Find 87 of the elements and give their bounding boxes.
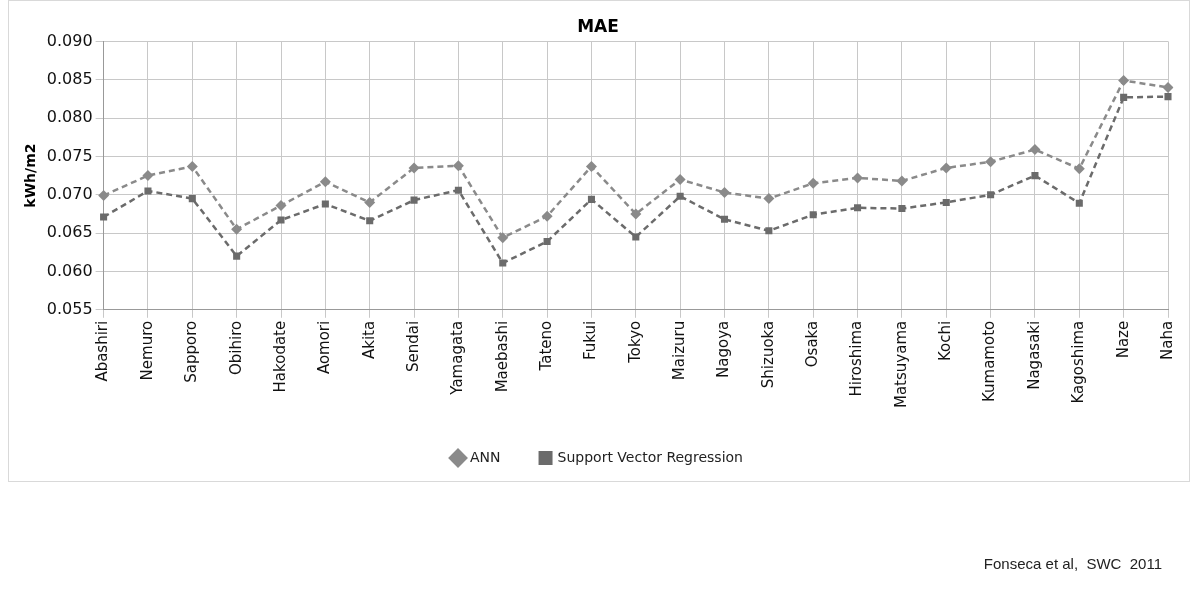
point <box>854 204 862 212</box>
legend-label: ANN <box>470 448 501 465</box>
point <box>985 156 997 168</box>
y-tick-label: 0.080 <box>46 107 93 127</box>
y-tick-label: 0.085 <box>46 68 93 88</box>
x-tick-label: Fukui <box>581 320 600 361</box>
x-tick-label: Naha <box>1157 320 1176 360</box>
point <box>940 162 952 174</box>
y-tick-label: 0.055 <box>46 298 93 318</box>
point <box>410 196 418 204</box>
point <box>720 215 729 223</box>
point <box>321 200 329 208</box>
point <box>1075 199 1083 207</box>
point <box>275 200 287 211</box>
point <box>277 216 285 224</box>
x-tick-label: Kagoshima <box>1069 320 1088 404</box>
point <box>188 195 196 203</box>
point <box>1118 75 1130 87</box>
x-tick-label: Matsuyama <box>891 320 910 409</box>
x-tick-label: Tateno <box>536 320 555 372</box>
point <box>497 232 509 244</box>
point <box>587 195 595 203</box>
x-tick-label: Nemuro <box>137 320 156 381</box>
x-tick-label: Shizuoka <box>758 320 777 389</box>
point <box>454 186 462 194</box>
text: Fonseca et al, SWC 2011 <box>983 555 1162 572</box>
legend-label: Support Vector Regression <box>557 448 743 465</box>
x-tick-label: Kumamoto <box>980 320 999 403</box>
x-tick-label: Naze <box>1113 320 1132 359</box>
x-tick-label: Sapporo <box>182 320 201 383</box>
point <box>676 192 684 200</box>
x-tick-label: Akita <box>359 320 378 359</box>
x-tick-label: Osaka <box>803 320 822 368</box>
point <box>807 177 819 189</box>
point <box>719 186 730 198</box>
x-tick-label: Tokyo <box>625 320 644 364</box>
y-tick-label: 0.060 <box>46 260 93 280</box>
point <box>543 238 551 246</box>
point <box>452 160 464 172</box>
x-tick-label: Nagasaki <box>1024 320 1043 390</box>
chart-title: MAE <box>577 15 619 36</box>
point <box>142 170 154 182</box>
x-tick-label: Obihiro <box>226 320 245 375</box>
point <box>1031 172 1039 180</box>
point <box>1164 93 1172 101</box>
y-tick-label: 0.070 <box>46 183 93 203</box>
point <box>1029 144 1041 156</box>
x-tick-label: Yamagata <box>448 320 467 396</box>
x-tick-label: Nagoya <box>714 320 733 378</box>
point <box>763 193 775 205</box>
point <box>100 213 108 221</box>
point <box>630 208 642 220</box>
point <box>896 175 908 187</box>
point <box>632 233 640 241</box>
y-axis-title: kWh/m2 <box>22 143 39 208</box>
point <box>898 205 906 213</box>
point <box>499 259 507 267</box>
point <box>186 160 198 172</box>
point <box>942 198 950 206</box>
point <box>366 217 374 225</box>
x-tick-label: Maizuru <box>670 320 689 381</box>
point <box>364 196 376 208</box>
point <box>987 191 995 199</box>
x-tick-label: Sendai <box>403 320 422 372</box>
x-tick-label: Kochi <box>936 320 955 361</box>
x-tick-label: Aomori <box>315 320 334 375</box>
x-tick-label: Hiroshima <box>847 320 866 397</box>
x-tick-label: Abashiri <box>93 320 112 382</box>
y-tick-label: 0.065 <box>46 222 93 242</box>
point <box>231 223 243 235</box>
y-tick-label: 0.090 <box>46 30 93 50</box>
point <box>809 211 817 219</box>
point <box>585 160 597 172</box>
point <box>1120 93 1128 101</box>
point <box>674 173 686 185</box>
point <box>1073 163 1085 175</box>
point <box>852 172 864 184</box>
point <box>408 162 420 174</box>
x-tick-label: Maebashi <box>492 320 511 393</box>
point <box>765 227 773 235</box>
point <box>144 187 152 195</box>
point <box>541 210 553 222</box>
point <box>233 252 241 260</box>
y-tick-label: 0.075 <box>46 145 93 165</box>
point <box>319 176 331 188</box>
point <box>1162 81 1174 93</box>
x-tick-label: Hakodate <box>270 320 289 393</box>
